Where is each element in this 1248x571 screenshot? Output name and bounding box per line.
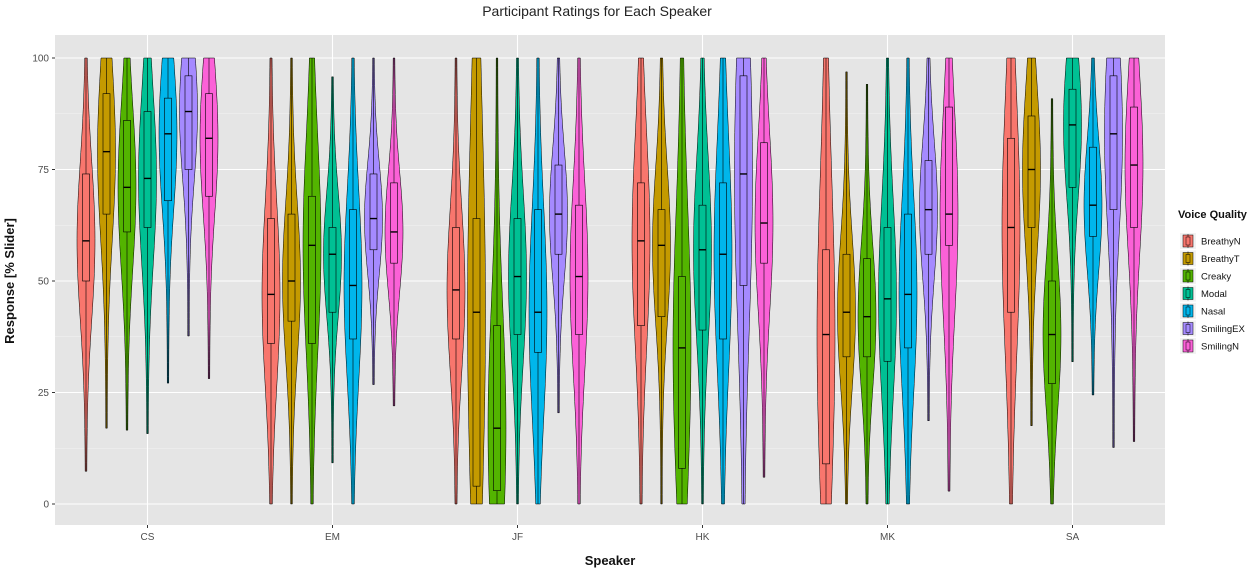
box-SmilingEX-CS [184, 75, 193, 170]
box-Creaky-JF [493, 325, 501, 491]
legend-label-Creaky: Creaky [1201, 272, 1231, 283]
box-Nasal-CS [164, 97, 172, 202]
x-axis-title: Speaker [585, 553, 636, 568]
legend-swatch-box [1185, 236, 1191, 246]
x-tick-label: SA [1066, 532, 1080, 543]
box-BreathyN-MK [822, 249, 830, 465]
box-SmilingN-JF [575, 204, 583, 335]
x-tick-label: EM [325, 532, 340, 543]
box-SmilingN-HK [760, 142, 768, 264]
plot-panel [55, 35, 1165, 525]
box-Modal-HK [698, 204, 707, 331]
legend-label-Nasal: Nasal [1201, 307, 1225, 318]
chart-title: Participant Ratings for Each Speaker [482, 3, 712, 19]
box-BreathyT-HK [657, 209, 666, 317]
x-tick-label: JF [512, 532, 523, 543]
legend-swatch-box [1185, 254, 1191, 263]
box-Creaky-SA [1048, 280, 1056, 384]
y-tick-label: 50 [38, 277, 50, 288]
box-SmilingEX-EM [369, 173, 378, 251]
box-BreathyT-CS [102, 93, 111, 215]
box-BreathyT-EM [287, 213, 296, 322]
box-BreathyN-CS [82, 173, 90, 282]
y-axis-title: Response [% Slider] [2, 218, 17, 344]
box-SmilingN-CS [205, 93, 213, 197]
box-Nasal-HK [719, 182, 727, 340]
y-tick-label: 25 [38, 388, 50, 399]
legend-label-Modal: Modal [1201, 289, 1227, 300]
box-Modal-MK [883, 227, 892, 362]
box-BreathyN-HK [637, 182, 645, 326]
legend-label-BreathyN: BreathyN [1201, 237, 1241, 248]
box-SmilingN-MK [945, 106, 953, 246]
legend-swatch-box [1185, 289, 1191, 298]
legend-label-SmilingN: SmilingN [1201, 342, 1239, 353]
violin-layer [76, 57, 1144, 505]
legend-label-BreathyT: BreathyT [1201, 254, 1240, 265]
legend-swatch-box [1185, 341, 1191, 351]
box-Creaky-HK [678, 276, 686, 469]
box-Modal-EM [328, 227, 337, 313]
legend-title: Voice Quality [1178, 209, 1248, 221]
y-axis: 0 25 50 75 100 [32, 54, 55, 511]
x-tick-label: CS [141, 532, 155, 543]
box-SmilingEX-SA [1109, 75, 1118, 210]
box-Creaky-CS [123, 120, 131, 233]
box-BreathyT-MK [842, 253, 851, 358]
x-axis: CS EM JF HK MK SA [141, 525, 1080, 543]
box-Modal-CS [143, 111, 152, 228]
box-BreathyT-SA [1027, 115, 1036, 228]
y-tick-label: 0 [43, 500, 49, 511]
legend-label-SmilingEX: SmilingEX [1201, 324, 1245, 335]
box-Creaky-MK [863, 258, 871, 358]
box-Nasal-SA [1089, 146, 1097, 237]
box-SmilingEX-JF [554, 164, 563, 255]
box-SmilingN-SA [1130, 106, 1138, 228]
box-Nasal-JF [534, 209, 542, 353]
box-Nasal-MK [904, 213, 912, 349]
box-SmilingN-EM [390, 182, 398, 264]
box-SmilingEX-HK [739, 75, 748, 286]
box-BreathyT-JF [472, 218, 481, 487]
legend-swatch-box [1185, 306, 1191, 316]
box-BreathyN-JF [452, 227, 460, 340]
legend-swatch-box [1185, 324, 1191, 333]
box-BreathyN-EM [267, 218, 275, 344]
y-tick-label: 75 [38, 165, 50, 176]
legend-swatch-box [1185, 271, 1191, 281]
x-tick-label: MK [880, 532, 895, 543]
box-Modal-SA [1068, 88, 1077, 188]
box-Nasal-EM [349, 209, 357, 340]
y-tick-label: 100 [32, 54, 49, 65]
x-tick-label: HK [696, 532, 710, 543]
box-BreathyN-SA [1007, 137, 1015, 313]
legend: Voice Quality BreathyN BreathyT Creaky Moda… [1178, 209, 1248, 354]
box-SmilingEX-MK [924, 160, 933, 255]
box-Creaky-EM [308, 195, 316, 344]
